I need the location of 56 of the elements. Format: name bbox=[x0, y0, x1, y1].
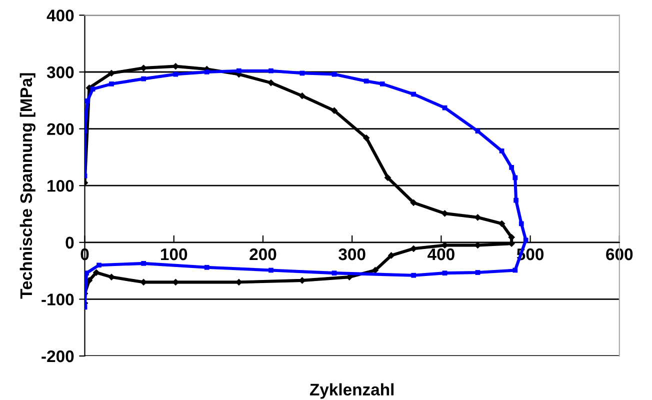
y-tick-label: 400 bbox=[46, 10, 74, 22]
point bbox=[410, 199, 417, 206]
point bbox=[411, 92, 416, 97]
point bbox=[141, 76, 146, 82]
point bbox=[332, 270, 337, 276]
point bbox=[499, 148, 504, 154]
point bbox=[475, 128, 480, 134]
point bbox=[518, 221, 524, 226]
y-tick-label: 300 bbox=[46, 66, 74, 78]
point bbox=[384, 174, 392, 182]
point bbox=[523, 238, 528, 243]
point bbox=[475, 270, 480, 275]
point bbox=[298, 92, 306, 100]
point bbox=[474, 214, 482, 221]
x-tick-label: 200 bbox=[250, 248, 276, 260]
point bbox=[362, 134, 370, 142]
point bbox=[512, 268, 518, 273]
point bbox=[442, 270, 448, 276]
point bbox=[512, 175, 518, 180]
point bbox=[96, 262, 102, 268]
point bbox=[509, 164, 514, 170]
x-axis-title: Zyklenzahl bbox=[310, 383, 394, 399]
x-tick-label: 400 bbox=[428, 248, 454, 260]
point bbox=[204, 264, 210, 270]
point bbox=[268, 79, 274, 86]
y-axis-title: Technische Spannung [MPa] bbox=[20, 73, 36, 299]
point bbox=[173, 72, 178, 77]
point bbox=[84, 270, 89, 276]
point bbox=[411, 272, 416, 278]
y-tick-label: 0 bbox=[66, 236, 74, 249]
x-tick-label: 100 bbox=[161, 248, 188, 260]
point bbox=[92, 269, 100, 276]
point bbox=[141, 260, 146, 266]
point bbox=[90, 86, 96, 92]
point bbox=[388, 252, 395, 259]
y-tick-label: -200 bbox=[42, 350, 74, 362]
point bbox=[108, 70, 115, 77]
point bbox=[514, 198, 518, 203]
point bbox=[410, 245, 417, 252]
point bbox=[109, 82, 114, 86]
x-tick-label: 300 bbox=[338, 248, 366, 260]
x-tick-label: 600 bbox=[606, 248, 633, 260]
point bbox=[236, 68, 242, 74]
point bbox=[380, 82, 385, 86]
point bbox=[268, 268, 274, 273]
point bbox=[498, 220, 506, 228]
point bbox=[441, 210, 448, 217]
point bbox=[268, 68, 274, 74]
point bbox=[330, 107, 338, 114]
point bbox=[300, 70, 305, 76]
y-tick-label: 100 bbox=[48, 180, 74, 192]
y-tick-label: 200 bbox=[47, 123, 74, 136]
y-tick-label: -100 bbox=[42, 294, 74, 306]
point bbox=[204, 70, 210, 74]
point bbox=[364, 78, 369, 84]
point bbox=[85, 98, 90, 104]
